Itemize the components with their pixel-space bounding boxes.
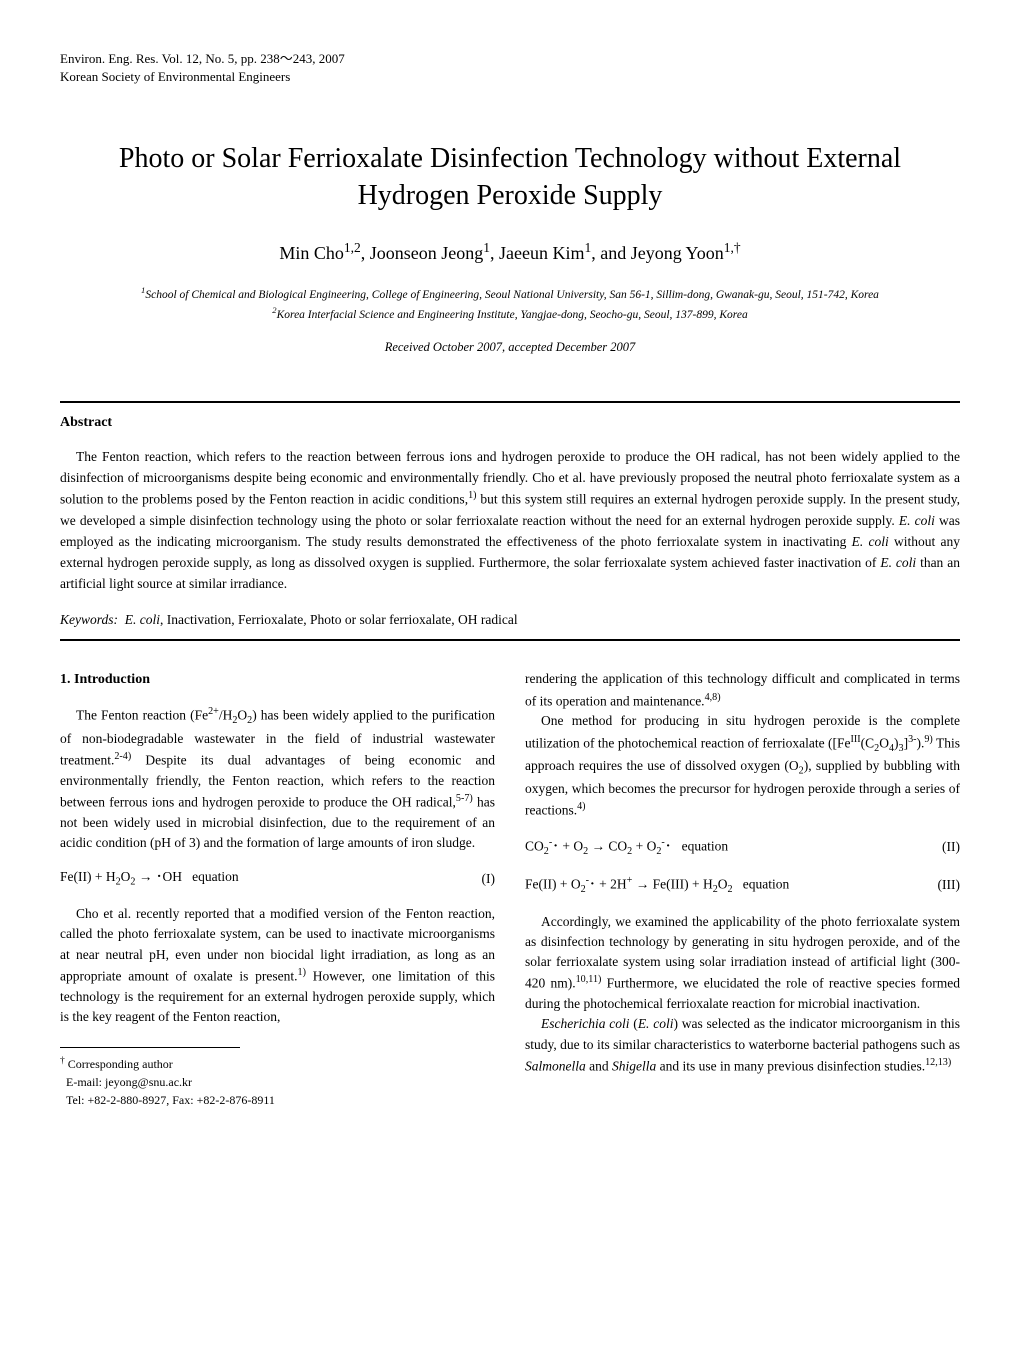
equation-1: Fe(II) + H2O2 → ･OH equation (I) [60, 867, 495, 890]
intro-p1: The Fenton reaction (Fe2+/H2O2) has been… [60, 704, 495, 853]
left-column: 1. Introduction The Fenton reaction (Fe2… [60, 669, 495, 1109]
abstract-text: The Fenton reaction, which refers to the… [60, 447, 960, 595]
received-date: Received October 2007, accepted December… [60, 339, 960, 357]
journal-citation: Environ. Eng. Res. Vol. 12, No. 5, pp. 2… [60, 50, 960, 68]
journal-society: Korean Society of Environmental Engineer… [60, 68, 960, 86]
rule-top [60, 401, 960, 403]
equation-3: Fe(II) + O2-･ + 2H+ → Fe(III) + H2O2 equ… [525, 873, 960, 897]
right-p4: Escherichia coli (E. coli) was selected … [525, 1014, 960, 1076]
keywords: Keywords: E. coli, Inactivation, Ferriox… [60, 611, 960, 630]
rule-bottom [60, 639, 960, 641]
affiliations: 1School of Chemical and Biological Engin… [60, 284, 960, 324]
paper-title: Photo or Solar Ferrioxalate Disinfection… [60, 141, 960, 214]
abstract-heading: Abstract [60, 413, 960, 433]
right-p1: rendering the application of this techno… [525, 669, 960, 711]
footnote-rule [60, 1047, 240, 1048]
right-p3: Accordingly, we examined the applicabili… [525, 912, 960, 1015]
equation-2: CO2-･ + O2 → CO2 + O2-･ equation (II) [525, 835, 960, 859]
footnote: † Corresponding author E-mail: jeyong@sn… [60, 1054, 495, 1109]
intro-p2: Cho et al. recently reported that a modi… [60, 904, 495, 1027]
authors: Min Cho1,2, Joonseon Jeong1, Jaeeun Kim1… [60, 239, 960, 266]
intro-heading: 1. Introduction [60, 669, 495, 690]
right-column: rendering the application of this techno… [525, 669, 960, 1109]
right-p2: One method for producing in situ hydroge… [525, 711, 960, 821]
